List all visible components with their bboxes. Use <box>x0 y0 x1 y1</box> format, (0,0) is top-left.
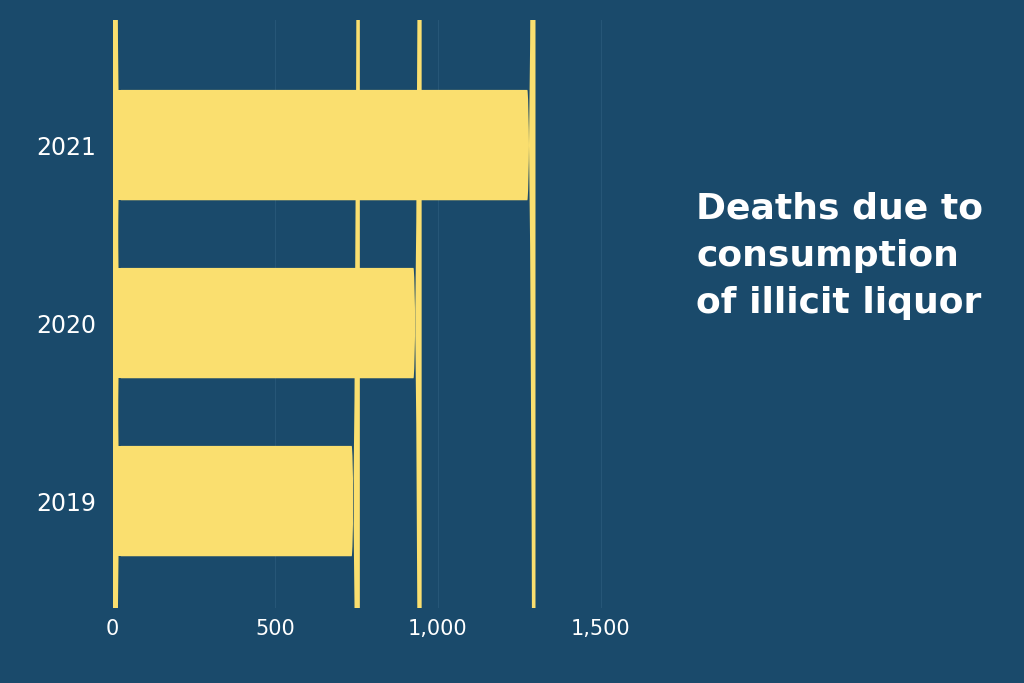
FancyBboxPatch shape <box>113 268 125 378</box>
FancyBboxPatch shape <box>113 446 125 556</box>
Text: Deaths due to
consumption
of illicit liquor: Deaths due to consumption of illicit liq… <box>696 191 983 320</box>
FancyBboxPatch shape <box>113 0 536 683</box>
FancyBboxPatch shape <box>113 0 422 683</box>
FancyBboxPatch shape <box>113 0 359 683</box>
FancyBboxPatch shape <box>113 90 125 200</box>
